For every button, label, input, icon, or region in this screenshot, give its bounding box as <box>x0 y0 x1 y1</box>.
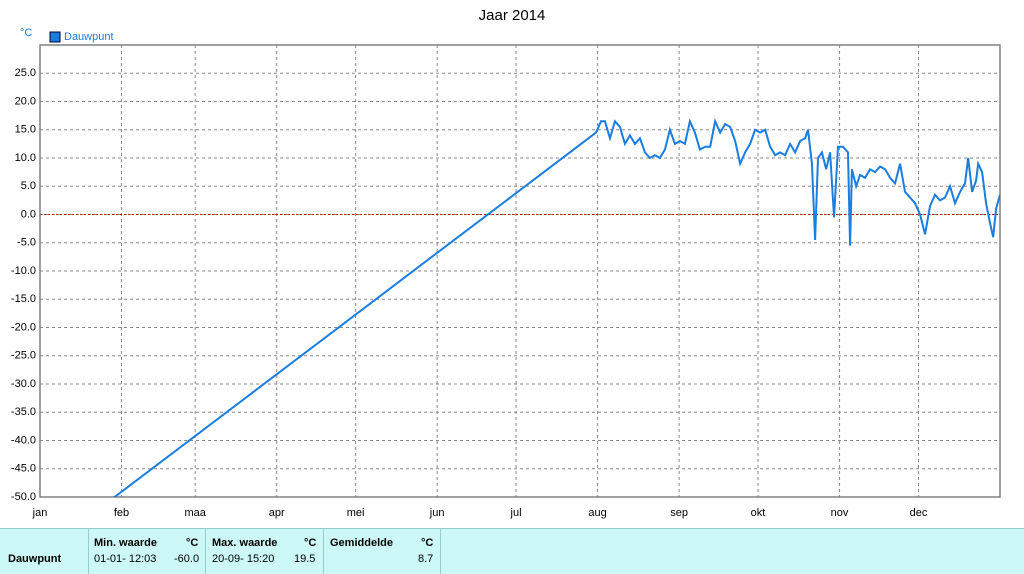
y-tick-label: -5.0 <box>17 237 36 249</box>
column-title: Max. waarde <box>212 537 278 549</box>
y-tick-label: 10.0 <box>15 152 36 164</box>
separator <box>88 529 89 574</box>
y-tick-label: -45.0 <box>11 463 36 475</box>
y-tick-label: -50.0 <box>11 491 36 503</box>
x-tick-label: feb <box>114 507 129 519</box>
x-tick-label: jul <box>510 507 522 519</box>
y-tick-label: 15.0 <box>15 124 36 136</box>
y-tick-label: 20.0 <box>15 95 36 107</box>
y-tick-label: -35.0 <box>11 406 36 418</box>
y-tick-label: -40.0 <box>11 434 36 446</box>
x-tick-label: aug <box>588 507 606 519</box>
max-value: 19.5 <box>294 553 316 565</box>
column-title: Min. waarde <box>94 537 157 549</box>
x-tick-label: jun <box>429 507 445 519</box>
separator <box>323 529 324 574</box>
max-time: 20-09- 15:20 <box>212 553 275 565</box>
plot-border <box>39 44 1001 498</box>
y-tick-label: 25.0 <box>15 67 36 79</box>
y-tick-label: -15.0 <box>11 293 36 305</box>
separator <box>440 529 441 574</box>
x-tick-label: okt <box>751 507 766 519</box>
min-time: 01-01- 12:03 <box>94 553 157 565</box>
x-tick-label: jan <box>32 507 48 519</box>
y-tick-label: -30.0 <box>11 378 36 390</box>
x-tick-label: maa <box>184 507 206 519</box>
y-tick-label: -10.0 <box>11 265 36 277</box>
column-unit: °C <box>421 537 434 549</box>
legend-label: Dauwpunt <box>64 31 114 43</box>
y-tick-label: 0.0 <box>21 208 36 220</box>
x-tick-label: nov <box>831 507 849 519</box>
y-unit: °C <box>20 27 32 39</box>
chart-title: Jaar 2014 <box>479 7 546 24</box>
y-tick-label: 5.0 <box>21 180 36 192</box>
average: 8.7 <box>418 553 434 565</box>
x-tick-label: sep <box>670 507 688 519</box>
x-tick-label: apr <box>269 507 285 519</box>
legend-swatch <box>49 31 61 43</box>
y-tick-label: -20.0 <box>11 321 36 333</box>
column-unit: °C <box>186 537 199 549</box>
x-tick-label: dec <box>910 507 928 519</box>
data-line <box>112 117 1000 497</box>
stats-table: Min. waarde °C Max. waarde °C Gemiddelde… <box>0 528 1024 574</box>
row-name: Dauwpunt <box>8 553 62 565</box>
column-unit: °C <box>304 537 317 549</box>
y-tick-label: -25.0 <box>11 350 36 362</box>
x-tick-label: mei <box>347 507 365 519</box>
column-title: Gemiddelde <box>330 537 393 549</box>
separator <box>205 529 206 574</box>
min-value: -60.0 <box>174 553 200 565</box>
chart: Jaar 2014 °C -50.0 -45.0 -40.0 -35.0 -30.0 -2… <box>11 7 1001 519</box>
